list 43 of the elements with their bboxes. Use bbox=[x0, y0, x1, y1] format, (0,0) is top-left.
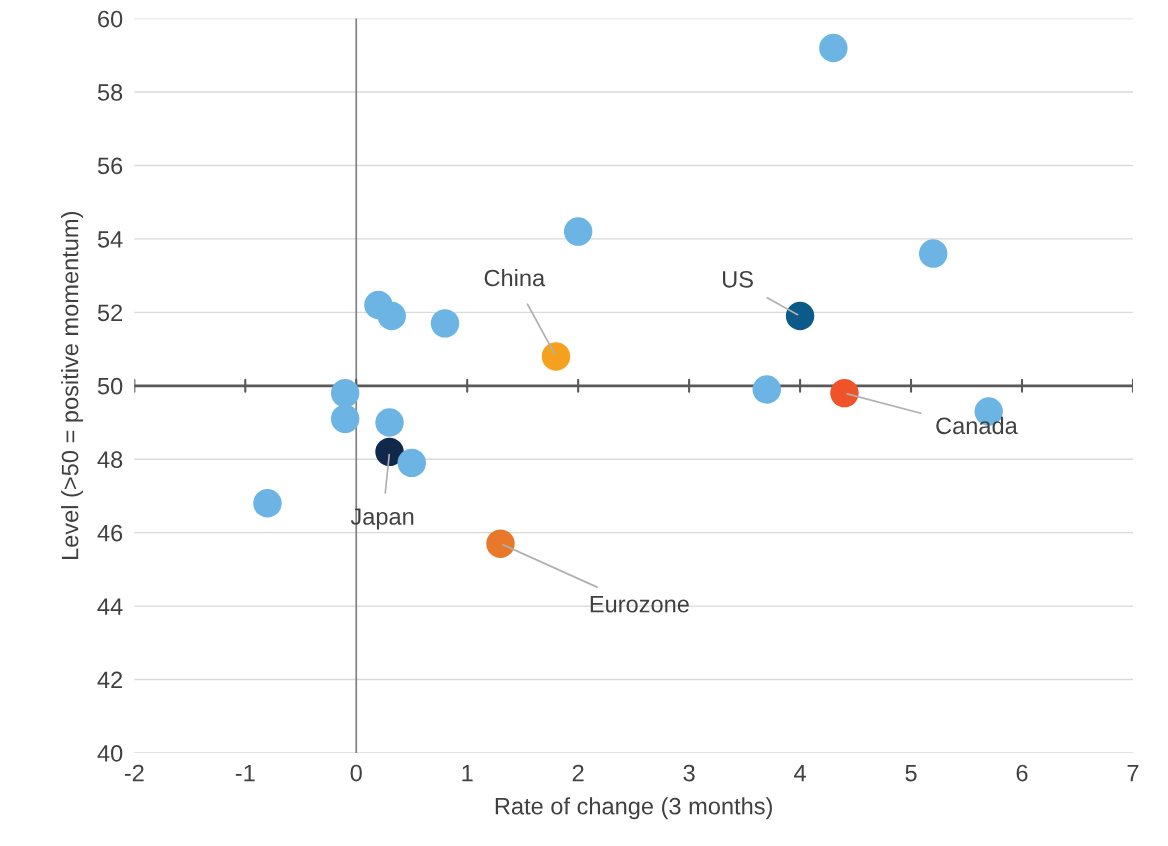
point bbox=[377, 301, 406, 331]
x-tick-label: -1 bbox=[235, 764, 255, 782]
y-tick-label: 44 bbox=[97, 598, 123, 615]
y-tick-label: 50 bbox=[97, 377, 123, 395]
x-tick-label: 5 bbox=[905, 764, 917, 782]
point bbox=[563, 217, 593, 246]
y-tick-label: 48 bbox=[97, 451, 123, 468]
y-axis-title: Level (>50 = positive momentum) bbox=[61, 212, 84, 560]
x-tick-label: 0 bbox=[350, 764, 362, 782]
point bbox=[541, 342, 571, 371]
y-tick-label: 46 bbox=[97, 524, 123, 542]
annotation: US bbox=[723, 270, 753, 288]
point bbox=[330, 378, 360, 408]
point bbox=[375, 437, 404, 467]
y-tick-label: 56 bbox=[97, 157, 123, 175]
annotation: Eurozone bbox=[590, 596, 689, 613]
point bbox=[819, 33, 848, 63]
x-tick-label: 1 bbox=[462, 764, 473, 782]
annotation: Canada bbox=[936, 416, 1018, 435]
y-tick-label: 58 bbox=[97, 84, 123, 101]
point bbox=[752, 375, 782, 404]
point bbox=[785, 301, 815, 331]
x-tick-label: 7 bbox=[1127, 764, 1139, 782]
y-tick-label: 40 bbox=[97, 745, 123, 762]
annotation: China bbox=[484, 269, 546, 287]
point bbox=[919, 239, 948, 268]
point bbox=[486, 529, 515, 558]
point bbox=[253, 489, 282, 518]
point bbox=[375, 408, 404, 437]
x-tick-label: -2 bbox=[124, 764, 144, 782]
point bbox=[830, 378, 859, 408]
y-tick-label: 60 bbox=[98, 10, 123, 28]
point bbox=[397, 448, 426, 478]
point bbox=[430, 309, 460, 338]
x-axis-title: Rate of change (3 months) bbox=[495, 797, 772, 820]
x-tick-label: 6 bbox=[1016, 764, 1028, 782]
y-tick-label: 52 bbox=[97, 304, 123, 322]
x-tick-label: 3 bbox=[683, 764, 695, 782]
y-tick-label: 42 bbox=[97, 671, 123, 689]
x-tick-label: 4 bbox=[794, 764, 806, 782]
point bbox=[330, 404, 360, 434]
y-tick-label: 54 bbox=[97, 231, 123, 248]
x-tick-label: 2 bbox=[572, 764, 584, 782]
